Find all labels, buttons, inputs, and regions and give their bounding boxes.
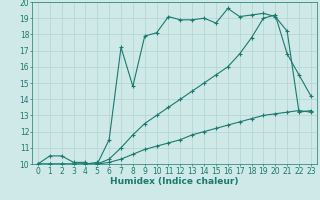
X-axis label: Humidex (Indice chaleur): Humidex (Indice chaleur) [110, 177, 239, 186]
